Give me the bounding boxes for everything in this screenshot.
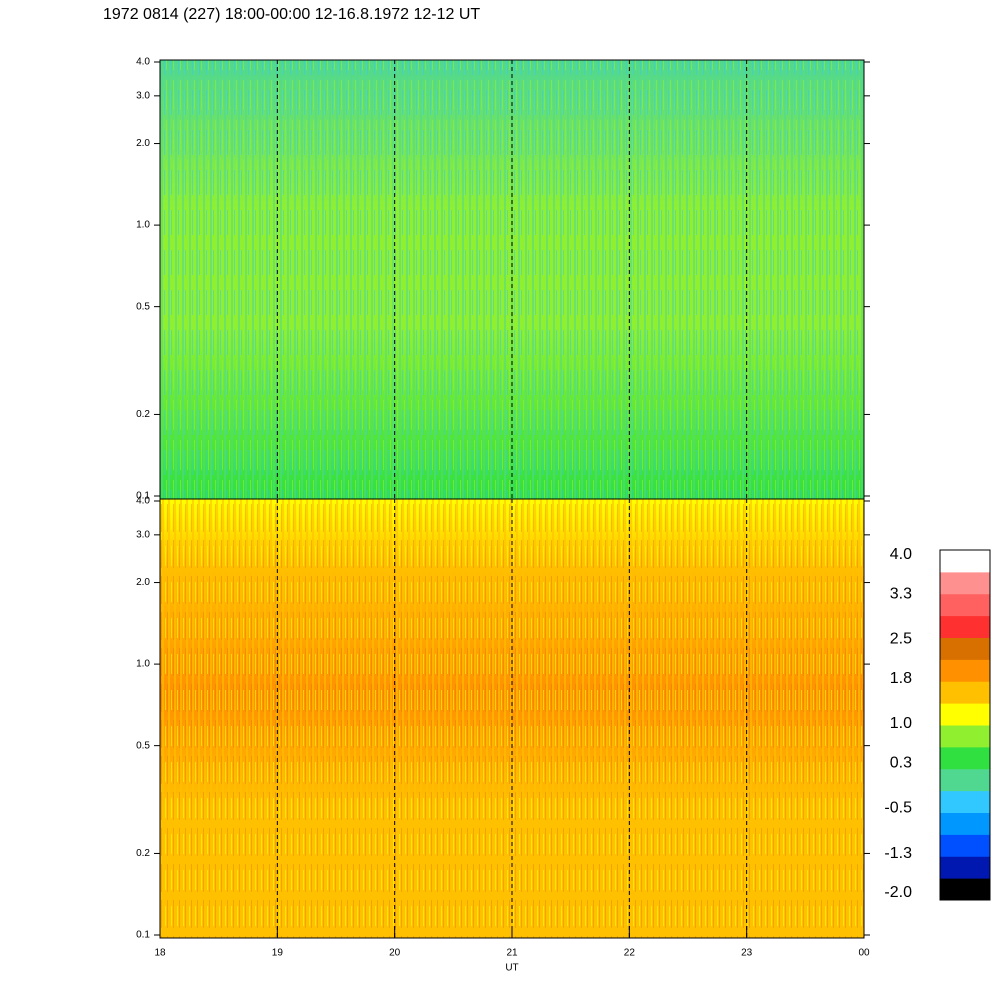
- y-tick-label: 0.5: [136, 301, 150, 312]
- colorbar-frame: [939, 549, 991, 901]
- x-tick-label: 23: [741, 948, 753, 959]
- colorbar-label: 3.3: [890, 586, 912, 603]
- colorbar-swatch: [940, 615, 990, 638]
- colorbar-swatch: [940, 703, 990, 726]
- colorbar-label: -1.3: [884, 845, 912, 862]
- colorbar-swatch: [940, 659, 990, 682]
- colorbar-swatch: [940, 812, 990, 835]
- y-tick-label: 1.0: [136, 220, 150, 231]
- colorbar-label: 0.3: [890, 755, 912, 772]
- colorbar-swatch: [940, 790, 990, 813]
- colorbar-swatch: [940, 681, 990, 704]
- x-tick-label: 21: [506, 948, 518, 959]
- colorbar-swatch: [940, 571, 990, 595]
- colorbar-swatch: [940, 834, 990, 857]
- x-tick-label: 19: [272, 948, 284, 959]
- colorbar-swatch: [940, 768, 990, 792]
- y-tick-label: 0.1: [136, 930, 150, 941]
- x-tick-label: 00: [858, 948, 870, 959]
- x-tick-label: 18: [154, 948, 166, 959]
- y-tick-label: 2.0: [136, 138, 150, 149]
- colorbar-label: 1.0: [890, 715, 912, 732]
- chart-title: 1972 0814 (227) 18:00-00:00 12-16.8.1972…: [103, 6, 480, 23]
- colorbar-swatch: [940, 878, 990, 901]
- y-tick-label: 4.0: [136, 496, 150, 507]
- y-tick-label: 3.0: [136, 90, 150, 101]
- y-tick-label: 0.5: [136, 740, 150, 751]
- x-tick-label: 22: [624, 948, 636, 959]
- y-tick-label: 0.2: [136, 848, 150, 859]
- y-tick-label: 0.2: [136, 409, 150, 420]
- x-axis-label: UT: [505, 963, 518, 974]
- colorbar-swatch: [940, 725, 990, 748]
- y-tick-label: 4.0: [136, 57, 150, 68]
- colorbar-swatch: [940, 856, 990, 879]
- colorbar-label: 1.8: [890, 670, 912, 687]
- y-tick-label: 1.0: [136, 659, 150, 670]
- colorbar-label: -0.5: [884, 800, 912, 817]
- y-tick-label: 3.0: [136, 529, 150, 540]
- colorbar-swatch: [940, 550, 990, 573]
- colorbar-swatch: [940, 593, 990, 617]
- colorbar-label: 2.5: [890, 631, 912, 648]
- x-tick-label: 20: [389, 948, 401, 959]
- colorbar-swatch: [940, 637, 990, 660]
- colorbar-label: 4.0: [890, 546, 912, 563]
- y-tick-label: 2.0: [136, 577, 150, 588]
- colorbar-swatch: [940, 746, 990, 770]
- y-tick-label: 0.1: [136, 491, 150, 502]
- colorbar-label: -2.0: [884, 884, 912, 901]
